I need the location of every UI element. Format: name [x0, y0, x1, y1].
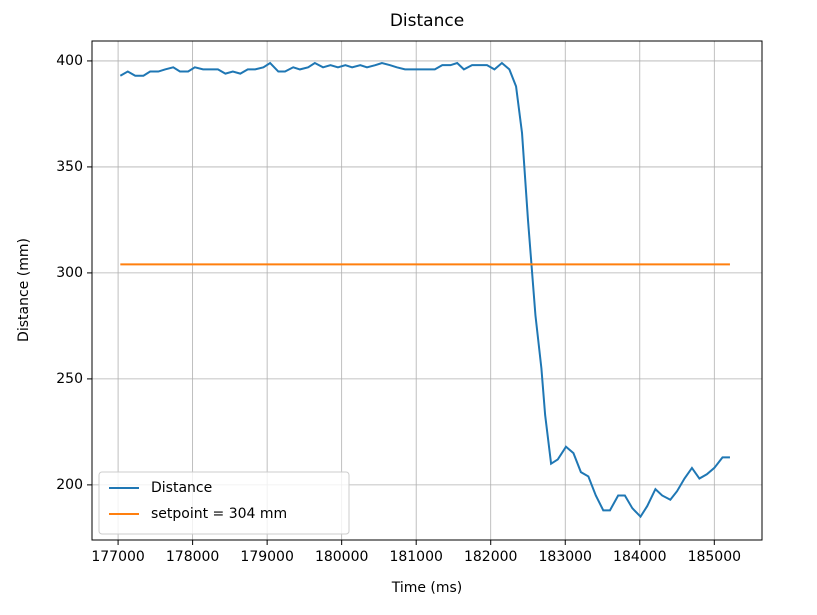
chart-title: Distance	[390, 11, 464, 31]
y-tick-label: 350	[56, 159, 83, 175]
y-tick-label: 400	[56, 53, 83, 69]
x-tick-label: 177000	[91, 549, 144, 565]
x-tick-label: 183000	[539, 549, 592, 565]
legend: Distance setpoint = 304 mm	[98, 471, 350, 535]
y-tick-label: 300	[56, 265, 83, 281]
x-axis-label: Time (ms)	[391, 580, 463, 596]
x-tick-label: 180000	[315, 549, 368, 565]
x-tick-label: 178000	[166, 549, 219, 565]
x-tick-label: 185000	[688, 549, 741, 565]
plot-frame	[91, 40, 763, 541]
y-tick-label: 250	[56, 371, 83, 387]
y-tick-label: 200	[56, 477, 83, 493]
data-line	[119, 61, 730, 519]
legend-label: Distance	[151, 480, 212, 496]
x-tick-label: 184000	[613, 549, 666, 565]
x-tick-label: 181000	[389, 549, 442, 565]
y-axis-label: Distance (mm)	[16, 238, 32, 342]
x-tick-label: 179000	[240, 549, 293, 565]
legend-label: setpoint = 304 mm	[151, 506, 287, 522]
legend-box	[98, 471, 350, 535]
x-tick-label: 182000	[464, 549, 517, 565]
